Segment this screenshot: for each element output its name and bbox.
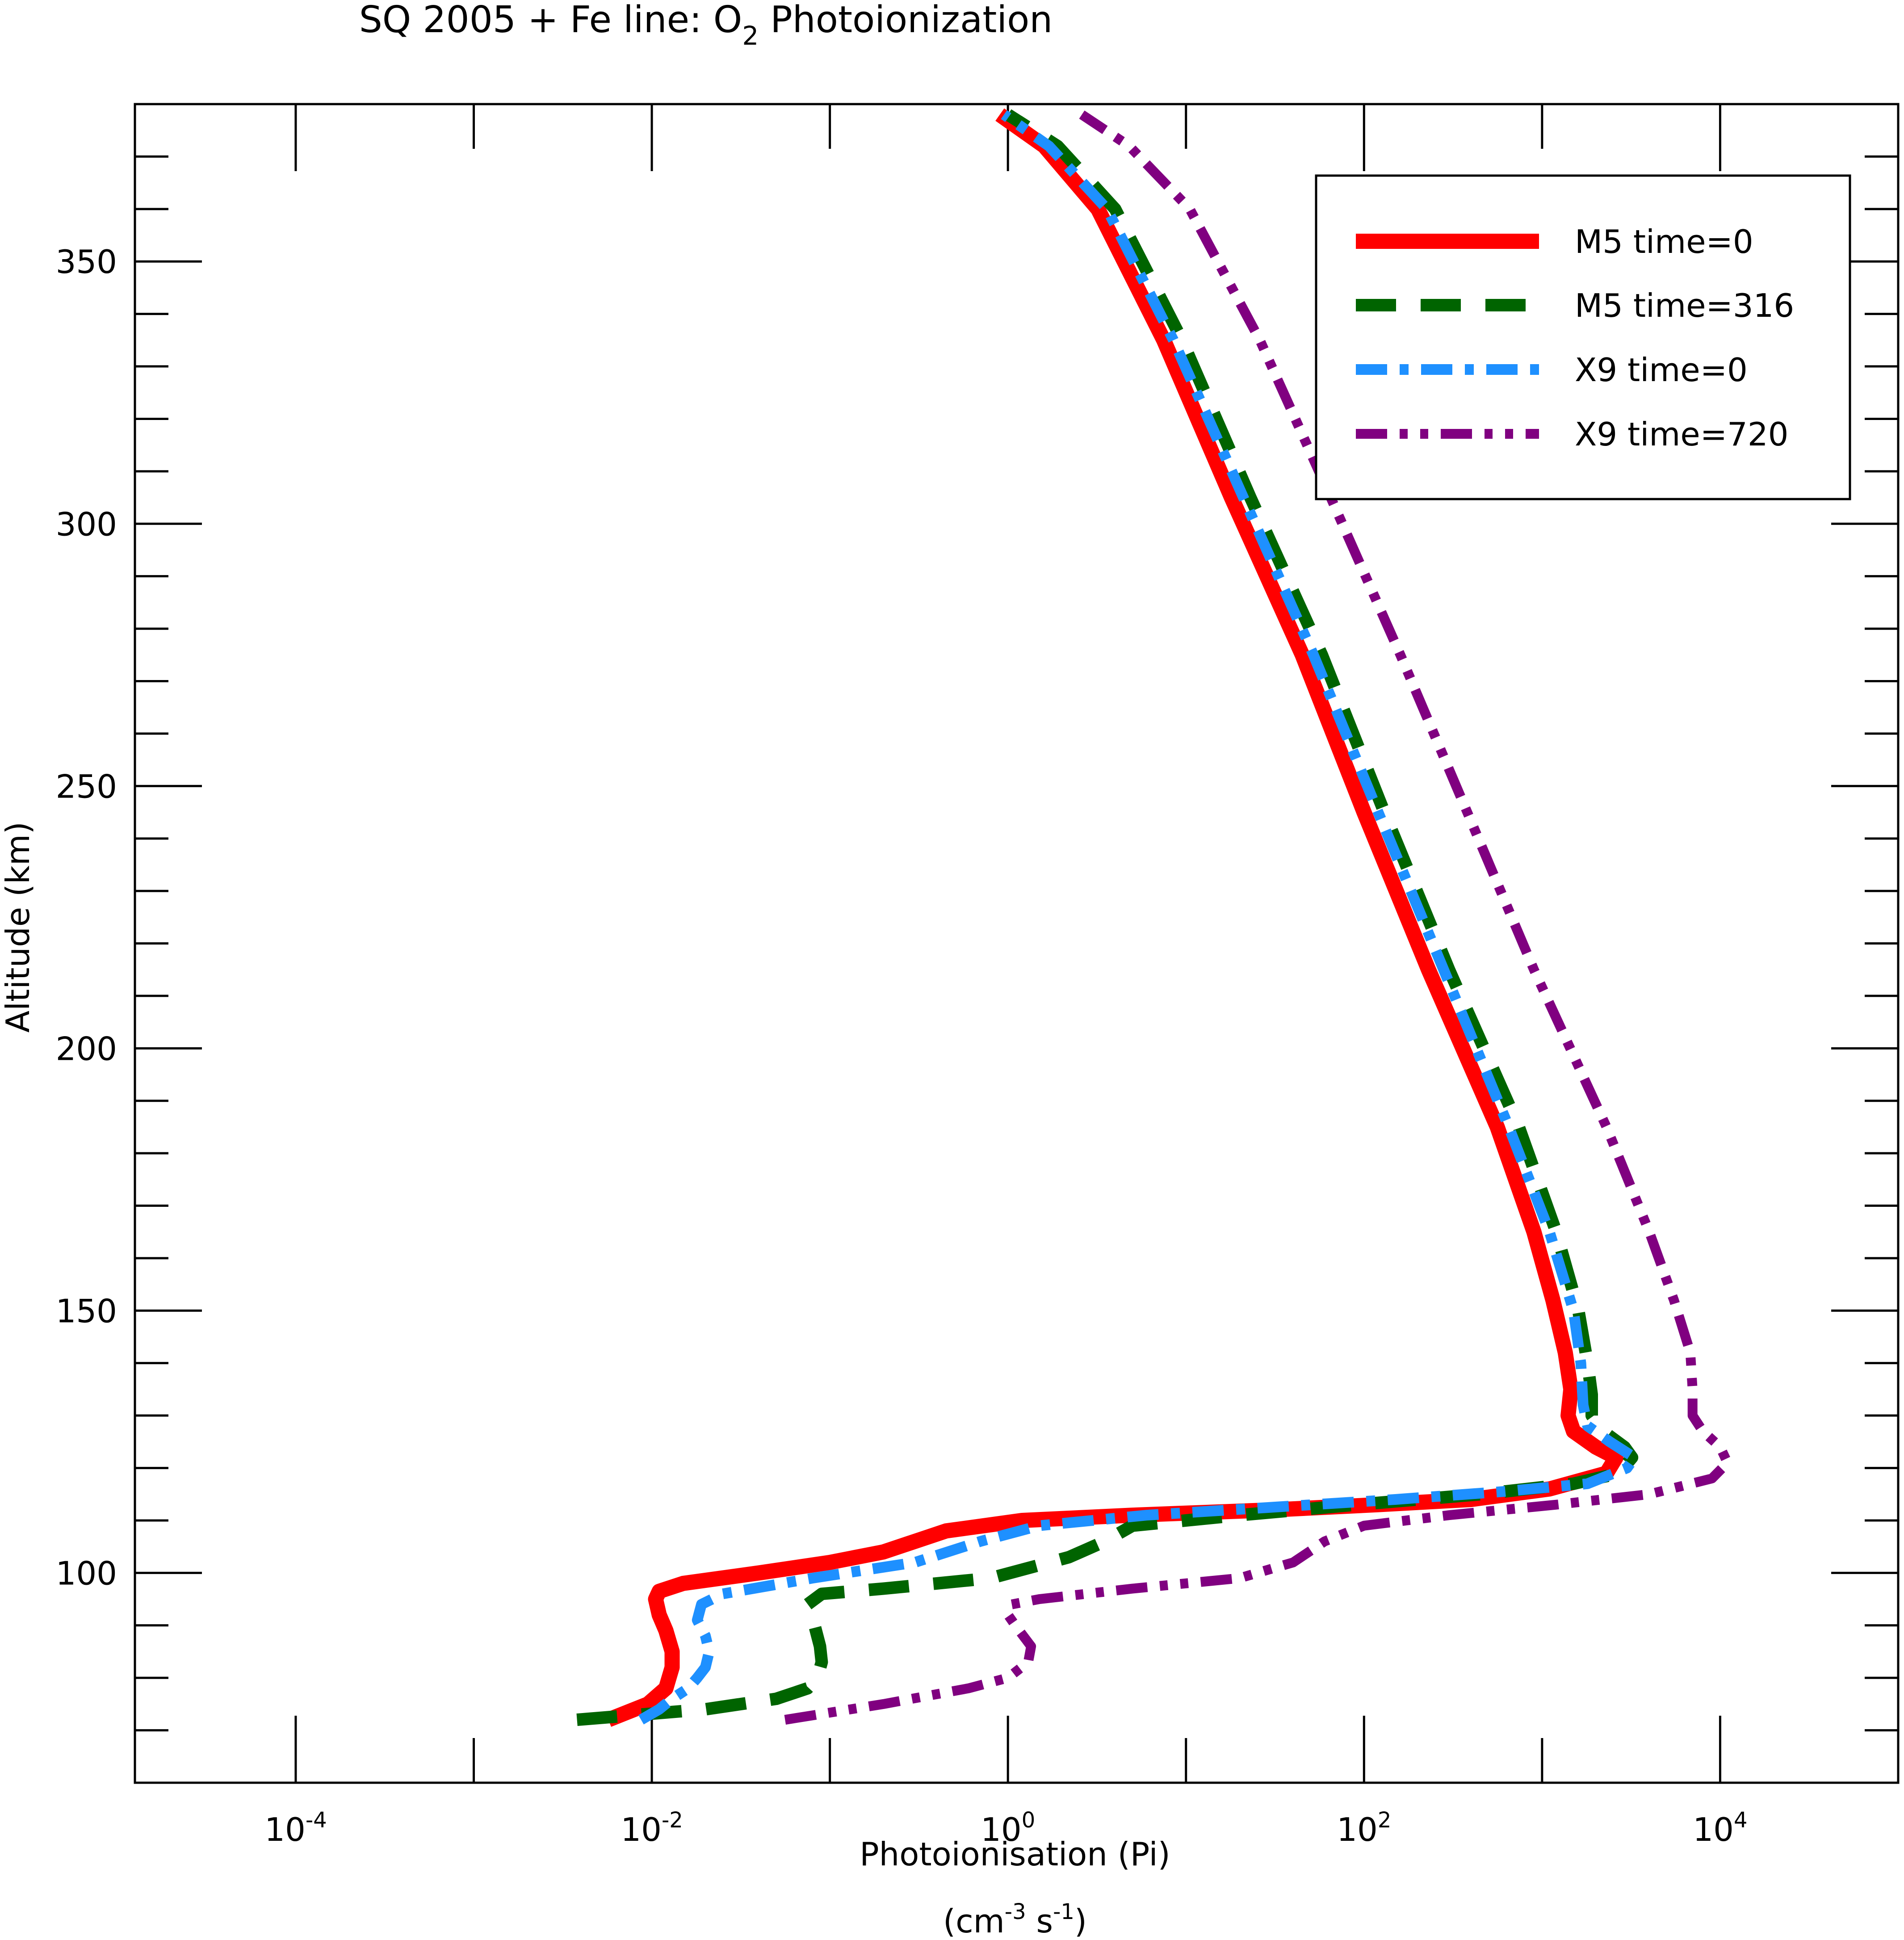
legend-label: M5 time=316	[1575, 287, 1794, 324]
x-unit-sup2: -1	[1053, 1899, 1074, 1924]
chart-title: SQ 2005 + Fe line: O2 Photoionization	[359, 0, 1053, 51]
x-tick-label: 10-2	[621, 1808, 683, 1848]
series-line-3	[638, 110, 1640, 1725]
y-tick-label: 100	[56, 1554, 117, 1592]
x-unit-close: )	[1074, 1902, 1087, 1940]
x-unit-mid: s	[1026, 1902, 1053, 1940]
chart-title-main: SQ 2005 + Fe line: O	[359, 0, 742, 41]
y-tick-label: 150	[56, 1292, 117, 1330]
x-tick-label: 102	[1337, 1808, 1391, 1848]
x-axis-unit: (cm-3 s-1)	[943, 1899, 1087, 1940]
y-axis-label: Altitude (km)	[0, 822, 37, 1033]
y-tick-label: 250	[56, 768, 117, 805]
x-tick-label: 10-4	[264, 1808, 327, 1848]
legend: M5 time=0 M5 time=316 X9 time=0 X9 time=720	[1356, 223, 1794, 453]
chart-title-subscript: 2	[742, 21, 759, 51]
legend-box	[1315, 174, 1851, 500]
legend-label: M5 time=0	[1575, 223, 1753, 260]
axis-tick-labels: 10-4 10-2 100 102 104 100 150 200 250 300 350	[56, 243, 1748, 1848]
legend-label: X9 time=720	[1575, 416, 1788, 453]
x-unit-sup1: -3	[1005, 1899, 1026, 1924]
y-tick-label: 200	[56, 1030, 117, 1067]
series-layer	[576, 108, 1732, 1727]
x-tick-label: 104	[1693, 1808, 1747, 1848]
x-tick-label: 100	[981, 1808, 1035, 1848]
series-line-2	[576, 109, 1639, 1726]
series-line-4	[784, 110, 1732, 1725]
x-axis-label: Photoionisation (Pi)	[860, 1835, 1170, 1873]
axis-ticks	[135, 104, 1900, 1783]
legend-label: X9 time=0	[1575, 351, 1748, 389]
y-tick-label: 300	[56, 505, 117, 543]
chart-title-rest: Photoionization	[759, 0, 1053, 41]
x-unit-open: (cm	[943, 1902, 1005, 1940]
y-tick-label: 350	[56, 243, 117, 281]
